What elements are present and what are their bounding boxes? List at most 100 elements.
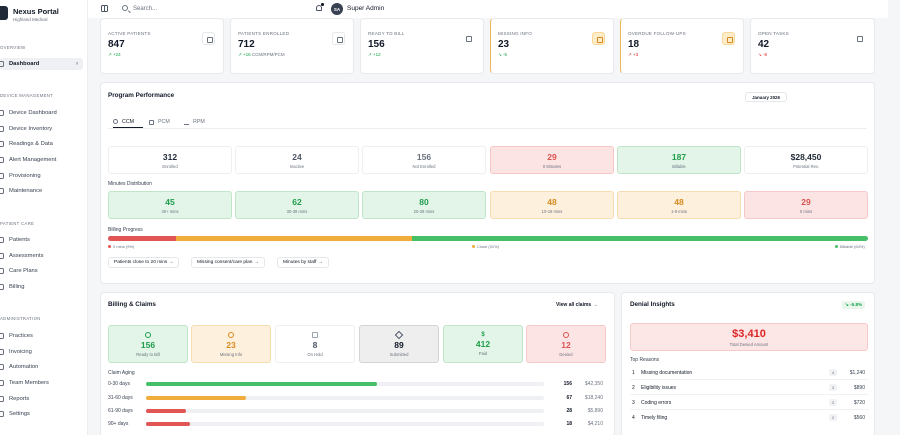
summary-potential-revenue[interactable]: $28,450 Potential Rev. (744, 146, 868, 174)
stat-value: 847 (108, 39, 125, 50)
tab-pcm[interactable]: PCM (149, 116, 170, 128)
minutes-0[interactable]: 29 0 mins (744, 191, 868, 219)
summary-label: Not Enrolled (412, 163, 436, 169)
arrow-right-icon: → (592, 302, 598, 308)
tab-label: CCM (122, 118, 135, 125)
minutes-20-29[interactable]: 80 20-29 mins (362, 191, 486, 219)
claims-missing-info[interactable]: 23 Missing Info (191, 325, 271, 363)
sidebar-item-assessments[interactable]: Assessments (0, 250, 83, 262)
sidebar-item-billing[interactable]: Billing (0, 281, 83, 293)
arrow-right-icon: → (168, 260, 174, 265)
top-reasons-label: Top Reasons (630, 357, 660, 363)
sidebar-item-dashboard[interactable]: Dashboard › (0, 58, 83, 70)
chip-patients-close-to-20[interactable]: Patients close to 20 mins → (108, 257, 180, 268)
aging-count: 18 (566, 421, 572, 427)
stat-delta: ↘ -8 (758, 52, 768, 57)
minutes-1-9[interactable]: 48 1-9 mins (617, 191, 741, 219)
claims-ready-to-bill[interactable]: 156 Ready to Bill (108, 325, 188, 363)
billing-claims-title: Billing & Claims (108, 301, 156, 308)
tab-ccm[interactable]: CCM (113, 116, 143, 128)
sidebar-item-automation[interactable]: Automation (0, 361, 83, 373)
claims-label: Submitted (389, 351, 409, 357)
aging-amount: $4,210 (587, 421, 603, 427)
stat-label: OVERDUE FOLLOW-UPS (628, 31, 686, 36)
tab-rpm[interactable]: RPM (184, 116, 205, 128)
notification-bell-icon[interactable] (316, 5, 322, 11)
minutes-10-19[interactable]: 48 10-19 mins (490, 191, 614, 219)
user-check-icon (332, 32, 345, 45)
month-selector[interactable]: January 2026 (745, 92, 787, 102)
activity-icon (184, 120, 189, 125)
claims-value: 412 (475, 339, 491, 349)
team-icon (0, 380, 4, 386)
search-input[interactable]: Search... (133, 6, 158, 12)
stat-card-active-patients[interactable]: ACTIVE PATIENTS 847 ↗ +24 (100, 18, 224, 74)
progress-segment-close (176, 236, 412, 241)
chip-missing-consent[interactable]: Missing consent/care plan → (191, 257, 265, 268)
sidebar-item-label: Settings (9, 411, 30, 417)
sidebar-toggle-icon[interactable] (101, 5, 108, 12)
arrow-right-icon: → (253, 260, 259, 265)
minutes-30-39[interactable]: 62 30-39 mins (235, 191, 359, 219)
stat-delta: ↗ +16 (238, 52, 251, 57)
sidebar-item-readings[interactable]: Readings & Data (0, 138, 83, 150)
minutes-40-plus[interactable]: 45 40+ mins (108, 191, 232, 219)
summary-not-enrolled[interactable]: 156 Not Enrolled (362, 146, 486, 174)
sidebar-item-provisioning[interactable]: Provisioning (0, 170, 83, 182)
legend-label: Close (31%) (477, 244, 500, 249)
brand-name: Nexus Portal (13, 7, 59, 16)
stat-card-overdue-follow-ups[interactable]: OVERDUE FOLLOW-UPS 18 ↗ +3 (620, 18, 744, 74)
sidebar-item-team-members[interactable]: Team Members (0, 377, 83, 389)
arrow-right-icon: → (317, 260, 323, 265)
stat-card-patients-enrolled[interactable]: PATIENTS ENROLLED 712 ↗ +16 CCM/RPM/PCM (230, 18, 354, 74)
sidebar-item-label: Maintenance (9, 188, 43, 194)
legend-label: 0 mins (9%) (113, 244, 135, 249)
stat-card-missing-info[interactable]: MISSING INFO 23 ↘ -5 (490, 18, 614, 74)
sidebar-item-patients[interactable]: Patients (0, 234, 83, 246)
sidebar-item-invoicing[interactable]: Invoicing (0, 346, 83, 358)
pause-icon (312, 331, 318, 338)
claims-value: 23 (226, 339, 236, 350)
section-device-management: DEVICE MANAGEMENT (0, 93, 54, 98)
aging-count: 28 (566, 408, 572, 414)
summary-value: 24 (292, 151, 302, 162)
summary-zero-minutes[interactable]: 29 0 Minutes (490, 146, 614, 174)
sidebar-item-maintenance[interactable]: Maintenance (0, 185, 83, 197)
claims-denied[interactable]: 12 Denied (526, 325, 606, 363)
claims-paid[interactable]: $412 Paid (443, 325, 523, 363)
stat-card-ready-to-bill[interactable]: READY TO BILL 156 ↗ +12 (360, 18, 484, 74)
sidebar-item-care-plans[interactable]: Care Plans (0, 265, 83, 277)
stat-value: 42 (758, 39, 770, 50)
user-name[interactable]: Super Admin (347, 5, 385, 12)
sidebar-item-alert-management[interactable]: Alert Management (0, 154, 83, 166)
avatar[interactable]: SA (331, 3, 343, 15)
legend-zero-mins: 0 mins (9%) (108, 244, 134, 249)
sidebar-item-device-dashboard[interactable]: Device Dashboard (0, 107, 83, 119)
calendar-icon (722, 32, 735, 45)
sidebar-item-label: Alert Management (9, 157, 57, 163)
summary-value: 187 (671, 151, 687, 162)
claims-on-hold[interactable]: 8 On Hold (275, 325, 355, 363)
stat-label: OPEN TASKS (758, 31, 789, 36)
users-icon (202, 32, 215, 45)
sidebar-item-reports[interactable]: Reports (0, 393, 83, 405)
reason-count: 2 (829, 414, 837, 421)
chip-minutes-by-staff[interactable]: Minutes by staff → (277, 257, 329, 268)
search-icon (122, 5, 128, 11)
claims-submitted[interactable]: 89 Submitted (359, 325, 439, 363)
aging-count: 67 (566, 395, 572, 401)
legend-dot (472, 245, 475, 248)
sidebar-item-practices[interactable]: Practices (0, 330, 83, 342)
legend-billable: Billable (60%) (835, 244, 865, 249)
minutes-value: 29 (801, 196, 811, 207)
summary-enrolled[interactable]: 312 Enrolled (108, 146, 232, 174)
sidebar-item-settings[interactable]: Settings (0, 408, 83, 420)
view-all-claims-link[interactable]: View all claims → (556, 302, 598, 308)
claims-value: 156 (140, 339, 156, 350)
summary-inactive[interactable]: 24 Inactive (235, 146, 359, 174)
stat-card-open-tasks[interactable]: OPEN TASKS 42 ↘ -8 (750, 18, 875, 74)
aging-track (146, 409, 544, 413)
reason-rank: 1 (632, 370, 635, 376)
summary-billable[interactable]: 187 Billable (617, 146, 741, 174)
sidebar-item-device-inventory[interactable]: Device Inventory (0, 123, 83, 135)
